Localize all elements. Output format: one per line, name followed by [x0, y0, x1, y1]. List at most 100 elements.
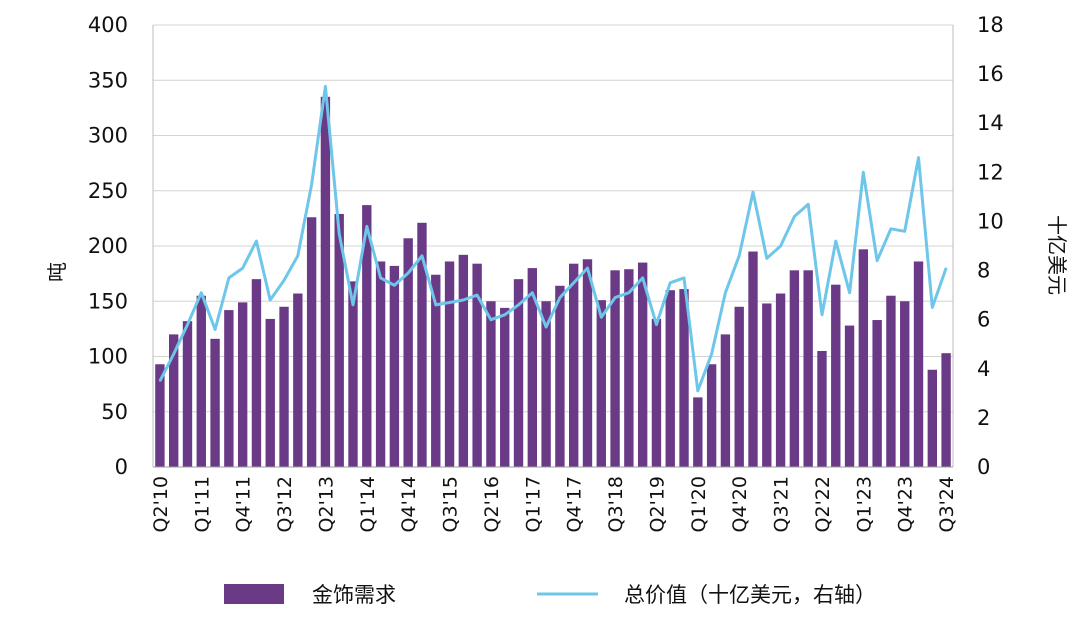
bar-Q1'23 [858, 249, 869, 467]
x-tick-label: Q4'20 [729, 476, 751, 532]
axes [152, 25, 954, 468]
bar-Q1'21 [748, 251, 758, 467]
bar-Q2'15 [431, 274, 441, 467]
line-point-Q3'24 [945, 267, 947, 269]
line-point-Q4'10 [186, 323, 189, 326]
line-point-Q3'13 [338, 232, 341, 235]
line-point-Q1'23 [862, 171, 865, 174]
bar-Q3'17 [555, 285, 565, 467]
legend: 金饰需求 总价值（十亿美元，右轴） [224, 583, 876, 607]
left-tick-label: 0 [115, 455, 128, 479]
right-tick-label: 10 [977, 209, 1004, 233]
right-axis-ticks: 0 2 4 6 8 10 12 14 16 18 [977, 13, 1004, 479]
right-tick-label: 12 [977, 160, 1004, 184]
line-point-Q4'15 [462, 299, 465, 301]
bar-Q2'22 [817, 350, 827, 467]
bar-Q1'18 [582, 259, 593, 467]
line-point-Q4'23 [903, 230, 906, 233]
left-axis-title: 吨 [45, 262, 69, 282]
x-tick-label: Q3'15 [440, 476, 462, 532]
line-point-Q1'22 [807, 203, 809, 206]
line-point-Q1'24 [917, 156, 920, 159]
right-tick-label: 0 [977, 455, 990, 479]
x-tick-label: Q2'22 [812, 476, 834, 532]
line-point-Q1'14 [365, 225, 368, 228]
line-point-Q4'11 [241, 267, 244, 269]
bar-Q1'17 [527, 268, 537, 467]
line-point-Q3'21 [779, 245, 782, 247]
line-point-Q2'20 [710, 353, 713, 355]
bar-Q3'10 [169, 334, 179, 467]
line-point-Q3'10 [172, 353, 175, 355]
line-point-Q2'18 [600, 316, 603, 319]
line-point-Q1'16 [476, 294, 478, 296]
x-tick-label: Q3'18 [605, 476, 627, 532]
bar-Q1'12 [251, 279, 262, 467]
line-point-Q2'15 [434, 304, 437, 306]
bar-Q3'14 [389, 265, 400, 467]
right-tick-label: 16 [977, 62, 1004, 86]
bar-Q2'23 [872, 320, 882, 467]
line-point-Q3'16 [503, 313, 506, 316]
bar-Q4'19 [679, 289, 689, 467]
line-point-Q3'23 [890, 228, 892, 230]
line-point-Q4'20 [738, 255, 741, 257]
bar-Q2'10 [155, 364, 165, 467]
bar-Q1'22 [803, 270, 813, 467]
right-tick-label: 4 [977, 357, 990, 381]
bar-Q1'16 [472, 263, 482, 467]
right-tick-label: 14 [977, 111, 1004, 135]
line-point-Q4'19 [683, 277, 685, 279]
bar-Q4'20 [734, 306, 744, 467]
bar-Q1'15 [417, 222, 427, 467]
line-point-Q4'13 [352, 304, 354, 306]
x-tick-label: Q3'12 [274, 476, 296, 532]
x-tick-label: Q4'23 [895, 476, 917, 532]
x-tick-label: Q2'16 [481, 476, 503, 532]
right-tick-label: 18 [977, 13, 1004, 37]
line-point-Q1'19 [641, 277, 644, 279]
line-point-Q2'16 [490, 318, 492, 321]
x-tick-label: Q2'13 [315, 476, 337, 532]
line-point-Q4'22 [848, 291, 851, 294]
bar-Q2'13 [320, 96, 331, 467]
bar-Q4'10 [182, 321, 193, 467]
line-point-Q3'20 [724, 291, 727, 294]
x-tick-label: Q3'24 [936, 476, 958, 532]
bar-Q3'20 [720, 334, 731, 467]
x-tick-label: Q3'21 [771, 476, 793, 532]
line-point-Q4'18 [628, 291, 630, 294]
bar-Q3'23 [886, 295, 896, 467]
line-point-Q1'15 [421, 255, 423, 257]
line-point-Q1'17 [531, 291, 534, 294]
x-tick-label: Q4'11 [233, 476, 255, 532]
bar-Q4'21 [789, 270, 800, 467]
right-tick-label: 2 [977, 406, 990, 430]
line-point-Q2'22 [821, 313, 823, 316]
line-point-Q4'21 [793, 215, 796, 218]
bar-Q2'18 [596, 300, 606, 467]
left-tick-label: 200 [88, 234, 128, 258]
bar-Q2'16 [486, 301, 496, 467]
bar-Q3'15 [444, 261, 455, 467]
line-point-Q1'21 [752, 191, 754, 193]
left-axis-ticks: 0 50 100 150 200 250 300 350 400 [88, 13, 128, 479]
bar-Q1'13 [306, 217, 317, 467]
line-point-Q2'12 [269, 299, 272, 301]
line-point-Q2'17 [545, 326, 547, 328]
line-point-Q2'23 [876, 259, 878, 262]
left-tick-label: 250 [88, 179, 128, 203]
line-point-Q4'12 [297, 255, 299, 257]
x-axis-ticks: Q2'10 Q1'11 Q4'11 Q3'12 Q2'13 Q1'14 Q4'14 Q3'15… [150, 476, 958, 532]
bar-Q2'11 [210, 338, 220, 467]
bar-Q4'23 [900, 301, 910, 467]
bar-Q2'21 [762, 303, 772, 467]
line-point-Q2'13 [324, 85, 327, 88]
bar-Q2'17 [541, 301, 551, 467]
bar-Q2'24 [927, 369, 937, 467]
bar-Q4'15 [458, 254, 469, 467]
bar-Q2'14 [375, 261, 386, 467]
line-point-Q1'13 [310, 183, 313, 186]
bar-Q3'13 [334, 213, 344, 467]
bar-Q1'20 [693, 397, 703, 467]
